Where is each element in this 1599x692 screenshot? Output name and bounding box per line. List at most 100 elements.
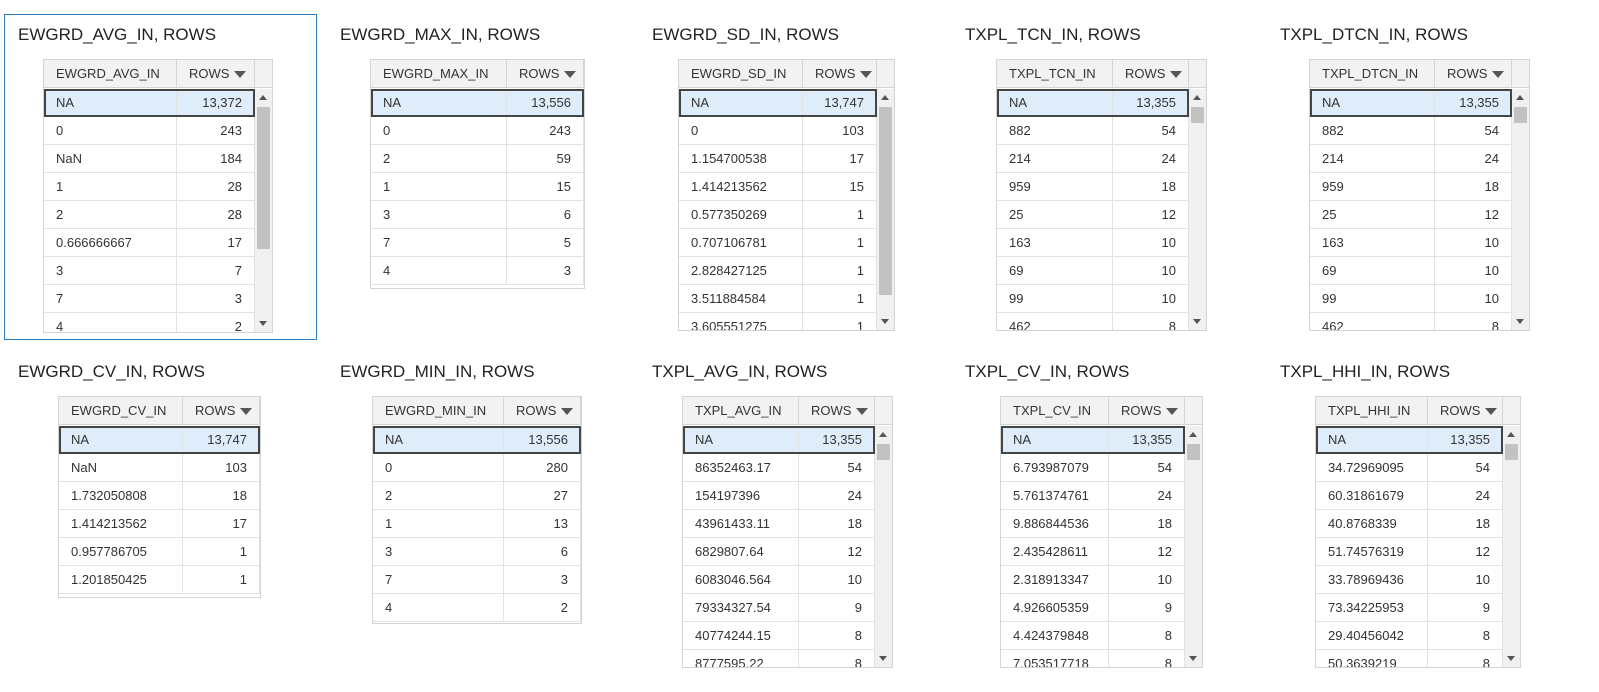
scroll-thumb[interactable] [1187,444,1200,460]
scroll-down-icon[interactable] [1507,656,1515,661]
table-row[interactable]: 43961433.11 18 [683,510,875,538]
table-row[interactable]: 3.511884584 1 [679,285,877,313]
table-row[interactable]: 4.926605359 9 [1001,594,1185,622]
vertical-scrollbar[interactable] [1189,89,1206,330]
table-row[interactable]: 2 27 [373,482,581,510]
scroll-thumb[interactable] [1514,107,1527,123]
scroll-down-icon[interactable] [1193,319,1201,324]
column-header-value[interactable]: EWGRD_MIN_IN [373,397,504,425]
data-grid[interactable]: EWGRD_AVG_IN ROWS NA 13,372 0 243 NaN 184 1 28 2 28… [43,59,273,333]
table-row[interactable]: 73.34225953 9 [1316,594,1503,622]
table-row[interactable]: 2 59 [371,145,584,173]
table-row[interactable]: 50.3639219 8 [1316,650,1503,667]
scroll-down-icon[interactable] [259,321,267,326]
table-row[interactable]: 6829807.64 12 [683,538,875,566]
scroll-thumb[interactable] [877,444,890,460]
table-row[interactable]: 0.577350269 1 [679,201,877,229]
vertical-scrollbar[interactable] [875,426,892,667]
column-header-value[interactable]: EWGRD_SD_IN [679,60,803,88]
selected-row[interactable]: NA 13,355 [1310,89,1512,117]
table-row[interactable]: 0 243 [371,117,584,145]
scroll-down-icon[interactable] [1516,319,1524,324]
scroll-thumb[interactable] [257,107,270,249]
table-row[interactable]: 33.78969436 10 [1316,566,1503,594]
scroll-thumb[interactable] [1505,444,1518,460]
selected-row[interactable]: NA 13,355 [1316,426,1503,454]
scroll-up-icon[interactable] [1507,432,1515,437]
selected-row[interactable]: NA 13,355 [1001,426,1185,454]
table-row[interactable]: 1.154700538 17 [679,145,877,173]
table-row[interactable]: 1 28 [44,173,255,201]
data-grid[interactable]: EWGRD_SD_IN ROWS NA 13,747 0 103 1.154700538 17… [678,59,895,331]
sort-desc-icon[interactable] [240,408,253,416]
selected-row[interactable]: NA 13,747 [59,426,260,454]
scroll-up-icon[interactable] [1516,95,1524,100]
sort-desc-icon[interactable] [564,71,577,79]
table-row[interactable]: 154197396 24 [683,482,875,510]
table-row[interactable]: 6.793987079 54 [1001,454,1185,482]
selected-row[interactable]: NA 13,747 [679,89,877,117]
column-header-rows[interactable]: ROWS [177,60,255,88]
vertical-scrollbar[interactable] [877,89,894,330]
table-row[interactable]: 0.666666667 17 [44,229,255,257]
column-header-rows[interactable]: ROWS [507,60,584,88]
column-header-value[interactable]: EWGRD_AVG_IN [44,60,177,88]
table-row[interactable]: 69 10 [1310,257,1512,285]
scroll-up-icon[interactable] [881,95,889,100]
column-header-value[interactable]: TXPL_HHI_IN [1316,397,1428,425]
table-row[interactable]: 60.31861679 24 [1316,482,1503,510]
data-grid[interactable]: TXPL_HHI_IN ROWS NA 13,355 34.72969095 54 60.3… [1315,396,1521,668]
table-row[interactable]: 25 12 [1310,201,1512,229]
table-row[interactable]: 462 8 [1310,313,1512,330]
table-row[interactable]: 0 103 [679,117,877,145]
table-row[interactable]: 34.72969095 54 [1316,454,1503,482]
table-row[interactable]: NaN 184 [44,145,255,173]
vertical-scrollbar[interactable] [255,89,272,332]
table-row[interactable]: 2 28 [44,201,255,229]
data-grid[interactable]: EWGRD_MAX_IN ROWS NA 13,556 0 243 2 59 1 15 3 6 7 5 4 3 [370,59,585,289]
table-row[interactable]: 9.886844536 18 [1001,510,1185,538]
column-header-rows[interactable]: ROWS [1113,60,1189,88]
table-row[interactable]: 0.707106781 1 [679,229,877,257]
column-header-value[interactable]: TXPL_CV_IN [1001,397,1109,425]
table-row[interactable]: 959 18 [1310,173,1512,201]
data-grid[interactable]: TXPL_TCN_IN ROWS NA 13,355 882 54 214 24 959 18 25… [996,59,1207,331]
sort-desc-icon[interactable] [234,71,247,79]
table-row[interactable]: 8777595.22 8 [683,650,875,667]
column-header-rows[interactable]: ROWS [504,397,581,425]
table-row[interactable]: 1.414213562 17 [59,510,260,538]
scroll-thumb[interactable] [879,107,892,295]
table-row[interactable]: 214 24 [997,145,1189,173]
data-grid[interactable]: TXPL_CV_IN ROWS NA 13,355 6.793987079 54 5.761… [1000,396,1203,668]
table-row[interactable]: 1 15 [371,173,584,201]
scroll-up-icon[interactable] [1189,432,1197,437]
sort-desc-icon[interactable] [1485,408,1498,416]
selected-row[interactable]: NA 13,355 [683,426,875,454]
table-row[interactable]: 0.957786705 1 [59,538,260,566]
table-row[interactable]: 69 10 [997,257,1189,285]
table-row[interactable]: 462 8 [997,313,1189,330]
table-row[interactable]: 99 10 [997,285,1189,313]
column-header-rows[interactable]: ROWS [1109,397,1185,425]
sort-desc-icon[interactable] [860,71,873,79]
table-row[interactable]: 2.435428611 12 [1001,538,1185,566]
table-row[interactable]: 959 18 [997,173,1189,201]
sort-desc-icon[interactable] [856,408,869,416]
scroll-up-icon[interactable] [1193,95,1201,100]
table-row[interactable]: 79334327.54 9 [683,594,875,622]
scroll-thumb[interactable] [1191,107,1204,123]
table-row[interactable]: 1 13 [373,510,581,538]
table-row[interactable]: 882 54 [997,117,1189,145]
table-row[interactable]: 163 10 [1310,229,1512,257]
table-row[interactable]: 40.8768339 18 [1316,510,1503,538]
table-row[interactable]: 1.201850425 1 [59,566,260,594]
scroll-down-icon[interactable] [881,319,889,324]
column-header-value[interactable]: EWGRD_CV_IN [59,397,183,425]
selected-row[interactable]: NA 13,556 [371,89,584,117]
